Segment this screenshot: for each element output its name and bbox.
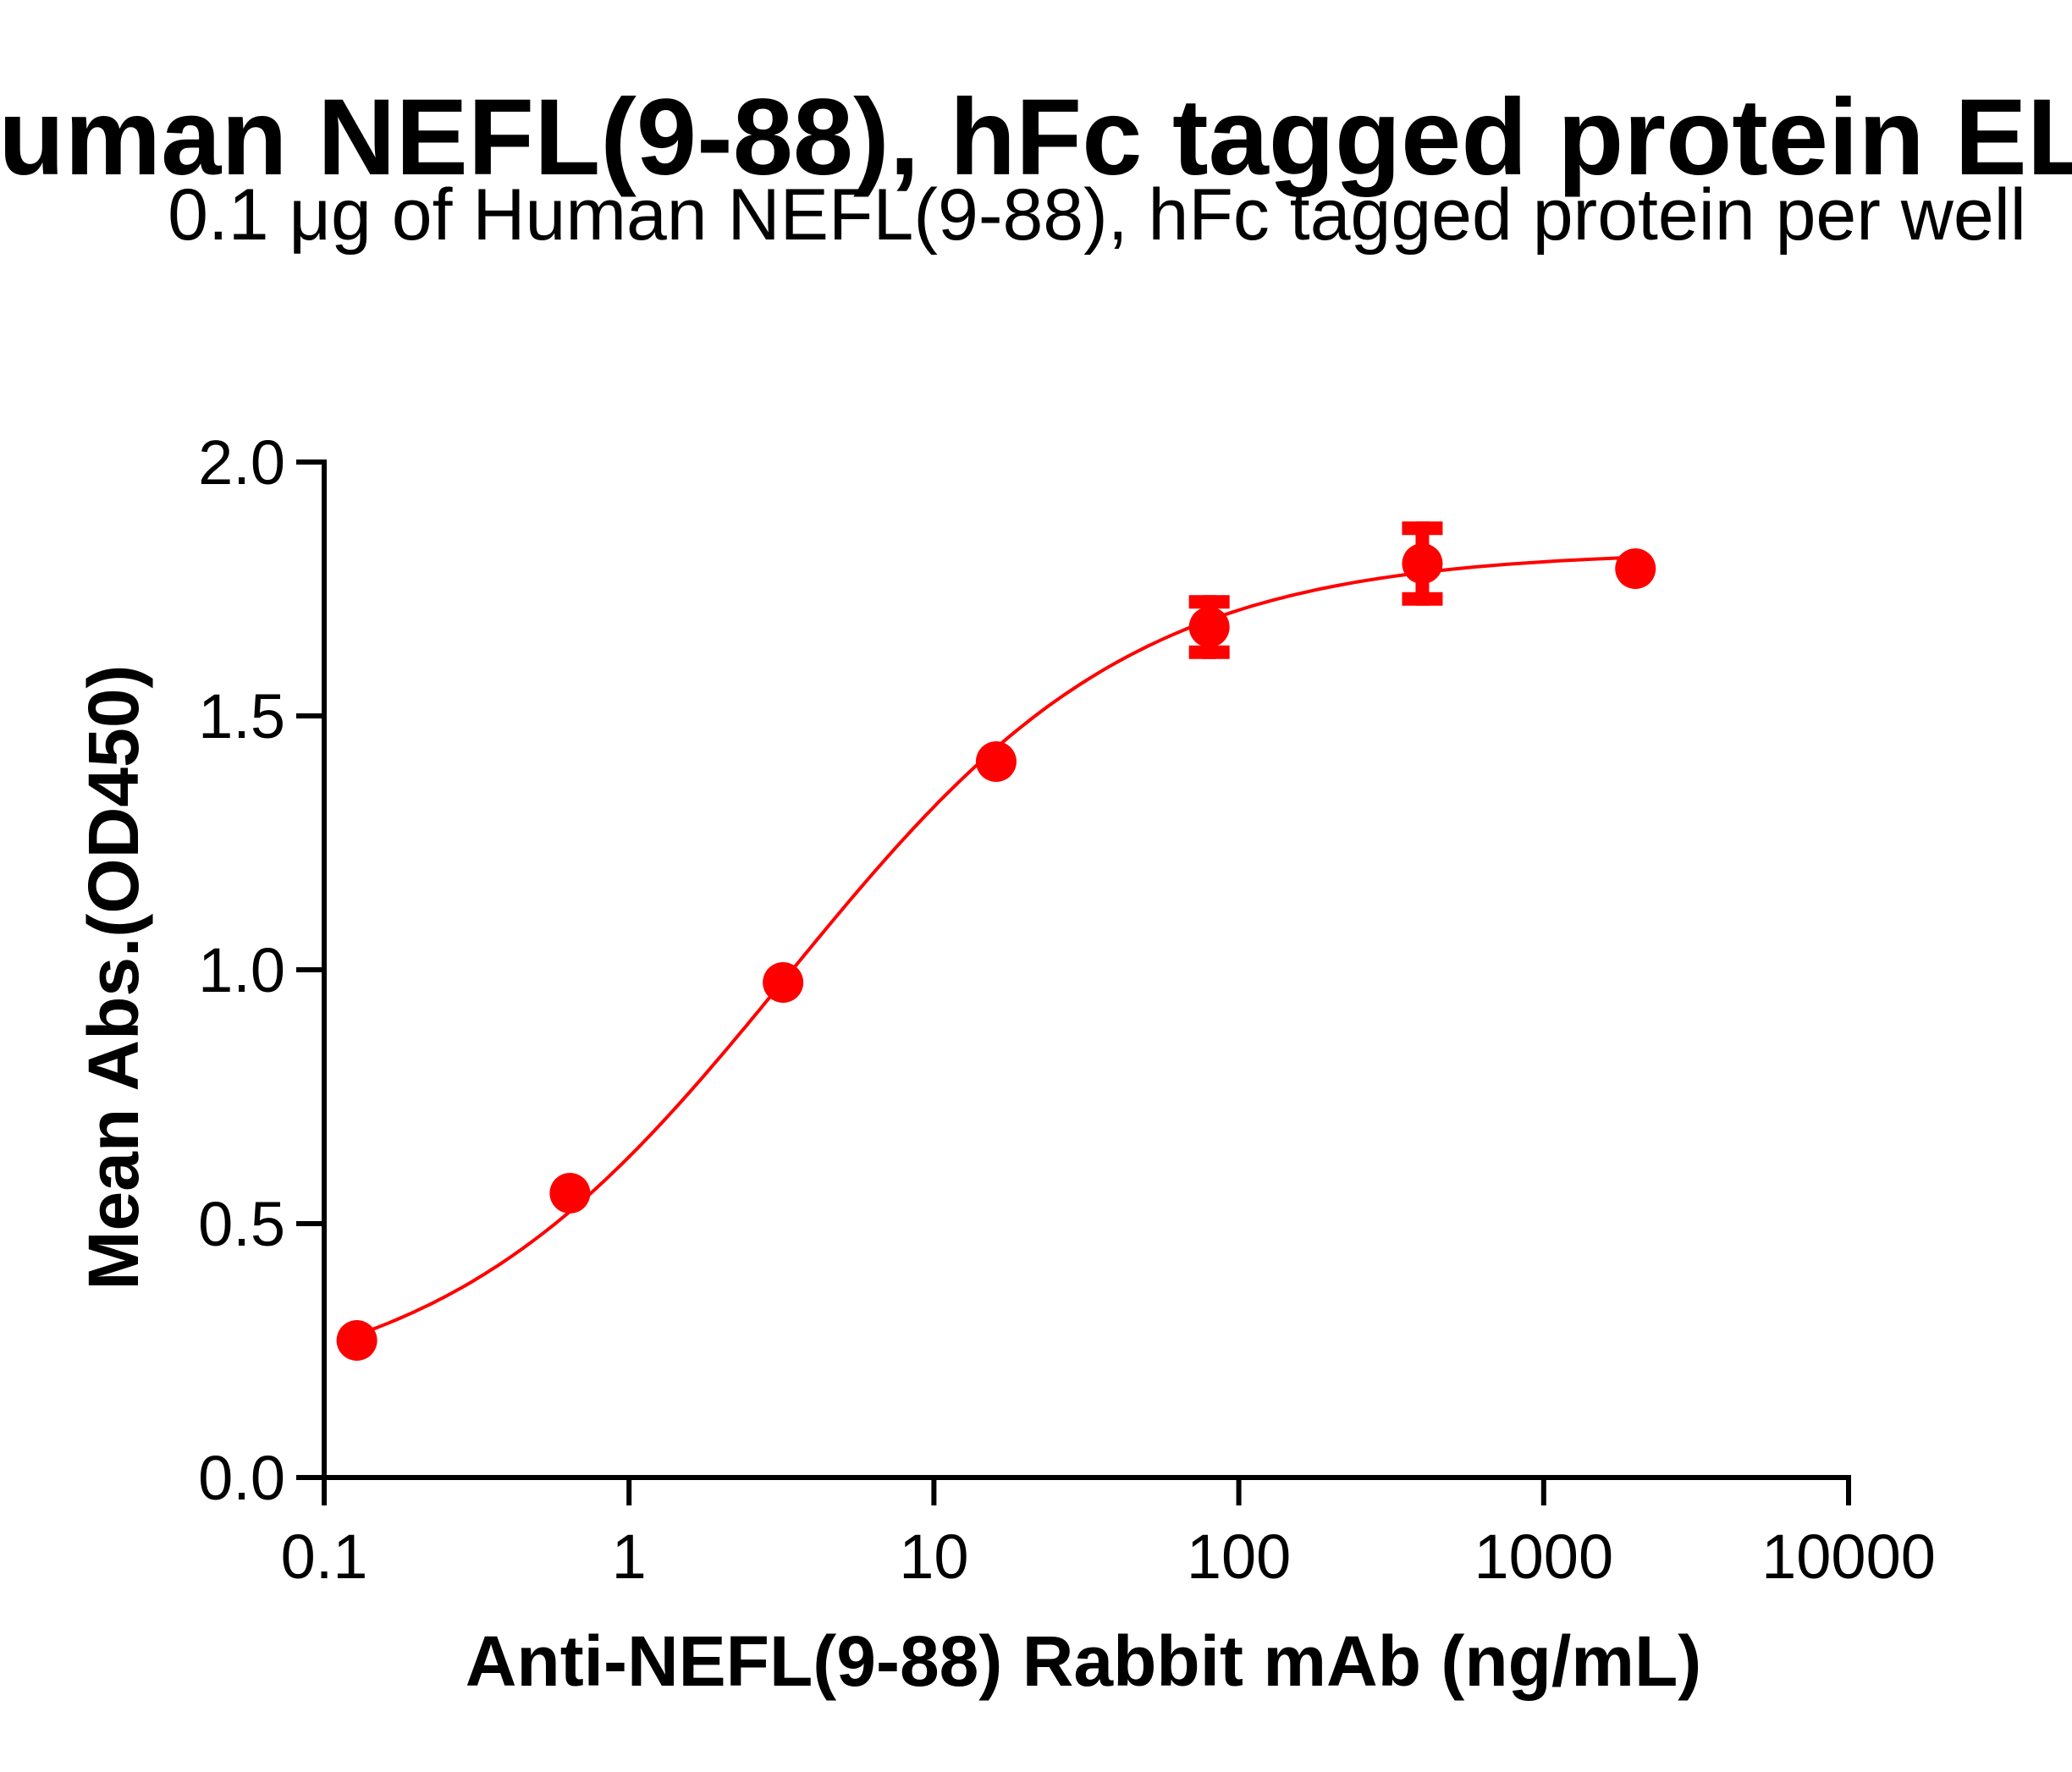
y-tick-label: 0.5 (198, 1189, 285, 1259)
x-tick-label: 100 (1187, 1522, 1291, 1592)
x-tick-label: 10000 (1761, 1522, 1936, 1592)
y-tick-label: 2.0 (198, 427, 285, 498)
y-tick-label: 0.0 (198, 1443, 285, 1513)
data-point-marker (336, 1320, 377, 1361)
y-axis-label: Mean Abs.(OD450) (74, 664, 153, 1290)
x-tick-label: 10 (899, 1522, 968, 1592)
x-axis-label: Anti-NEFL(9-88) Rabbit mAb (ng/mL) (466, 1621, 1702, 1701)
y-tick-label: 1.5 (198, 681, 285, 751)
data-point-marker (1615, 548, 1656, 589)
x-tick-label: 1000 (1474, 1522, 1613, 1592)
data-point-marker (549, 1173, 591, 1213)
chart-title: Human NEFL(9-88), hFc tagged protein ELI… (0, 77, 2072, 198)
plot-area (336, 521, 1656, 1361)
data-markers (336, 543, 1656, 1361)
data-point-marker (1402, 543, 1443, 584)
data-point-marker (763, 962, 804, 1003)
chart-subtitle: 0.1 μg of Human NEFL(9-88), hFc tagged p… (168, 174, 2026, 256)
y-axis: 0.0 0.5 1.0 1.5 2.0 (198, 427, 327, 1513)
y-ticks: 0.0 0.5 1.0 1.5 2.0 (198, 427, 324, 1513)
x-ticks: 0.1 1 10 100 1000 10000 (281, 1478, 1936, 1592)
data-point-marker (975, 741, 1017, 782)
x-axis: 0.1 1 10 100 1000 10000 (281, 1475, 1936, 1592)
data-point-marker (1188, 607, 1230, 647)
y-tick-label: 1.0 (198, 935, 285, 1005)
x-tick-label: 0.1 (281, 1522, 368, 1592)
x-tick-label: 1 (612, 1522, 647, 1592)
